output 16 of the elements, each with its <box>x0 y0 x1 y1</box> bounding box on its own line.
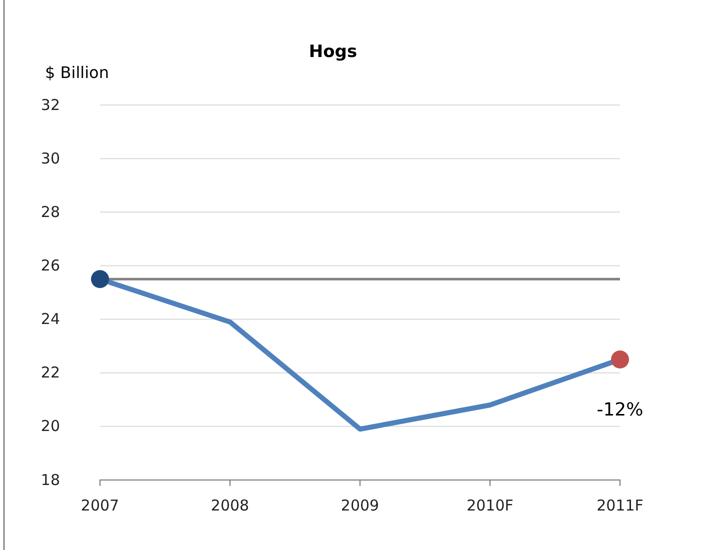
y-tick-label: 24 <box>40 310 60 328</box>
y-tick-label: 22 <box>40 364 60 382</box>
y-tick-label: 26 <box>40 256 60 275</box>
x-tick-label: 2010F <box>466 496 514 515</box>
y-tick-label: 20 <box>40 417 60 436</box>
x-tick-label: 2009 <box>340 496 380 515</box>
y-tick-label: 30 <box>40 149 60 168</box>
y-tick-label: 32 <box>40 96 60 114</box>
y-axis-title: $ Billion <box>45 63 109 82</box>
x-tick-label: 2007 <box>80 496 120 515</box>
x-tick-label: 2011F <box>596 496 644 515</box>
y-tick-label: 28 <box>40 202 60 221</box>
y-tick-label: 18 <box>40 470 60 489</box>
annotation: -12% <box>596 399 644 420</box>
x-tick-label: 2008 <box>210 496 250 515</box>
chart-title: Hogs <box>308 42 358 62</box>
